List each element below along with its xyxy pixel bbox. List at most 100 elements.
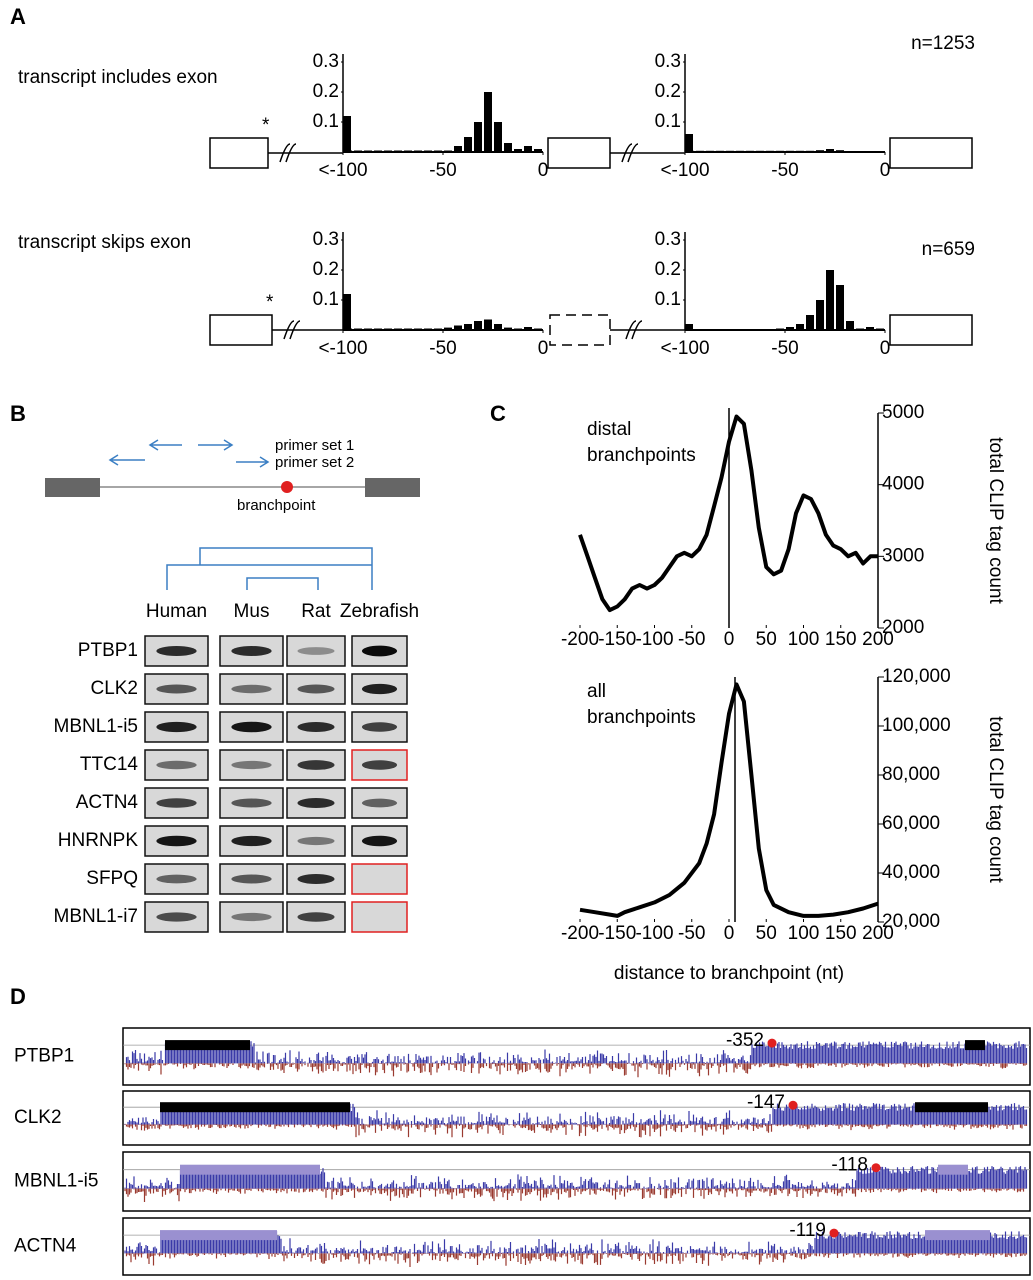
gel-lane [144,711,209,743]
gel-band [297,760,335,770]
gel-lane [219,901,284,933]
track-name: MBNL1-i5 [14,1171,98,1192]
panel-label: D [10,984,26,1009]
asterisk: * [262,115,270,136]
bar [354,150,362,152]
x-tick-label: -50 [429,338,456,359]
y-axis-label: total CLIP tag count [985,716,1006,883]
y-tick-label: 5000 [882,402,924,423]
distance-label: -119 [789,1220,826,1241]
signal-positive [124,1102,1028,1125]
bar [685,134,693,152]
x-tick-label: -200 [561,629,599,650]
bar [846,321,854,330]
gel-band [231,646,272,656]
exon-block [938,1164,968,1175]
bar [846,151,854,152]
x-tick-label: <-100 [318,160,367,181]
distance-label: -147 [747,1092,785,1113]
gel-band [361,798,398,808]
bar [786,150,794,152]
bar [414,150,422,152]
species-label: Zebrafish [340,601,419,622]
annotation: branchpoints [587,445,696,466]
bar [786,327,794,330]
n-label: n=659 [922,239,975,260]
gene-label: SFPQ [86,868,138,889]
bar [716,150,724,152]
bar [364,150,372,152]
panel-label: C [490,401,506,426]
x-tick-label: 0 [880,160,891,181]
y-tick-label: 80,000 [882,764,940,785]
x-tick-label: 150 [825,923,857,944]
signal-positive [124,1231,1028,1254]
gel-band [156,874,197,884]
gel-band [361,722,398,732]
primer-label: primer set 2 [275,454,354,471]
gel-band [231,798,272,808]
gel-band [156,684,197,694]
bar [826,270,834,330]
bar [706,150,714,152]
bar [343,294,351,330]
bar [404,328,412,330]
y-tick-label: 0.2 [313,259,339,280]
exon-block [915,1102,988,1113]
bar [444,150,452,152]
bar [434,150,442,152]
branchpoint-dot [871,1163,881,1173]
bar [434,328,442,330]
exon-block [965,1040,985,1051]
gel-band [361,645,398,657]
exon-block [160,1102,350,1113]
gel-band [231,684,272,694]
track-frame [122,1090,1031,1146]
signal-positive [125,1041,1028,1064]
bar [394,328,402,330]
x-tick-label: -150 [598,629,636,650]
gel-band [297,647,335,655]
bar [504,143,512,152]
species-label: Mus [234,601,270,622]
bar [394,150,402,152]
bar [424,328,432,330]
y-tick-label: 120,000 [882,666,951,687]
track-frame [122,1217,1031,1276]
primer-label: primer set 1 [275,437,354,454]
gel-band [297,798,335,808]
x-tick-label: 0 [724,923,735,944]
y-tick-label: 0.3 [655,51,681,72]
gel-band [156,835,197,847]
y-tick-label: 40,000 [882,862,940,883]
x-tick-label: -50 [771,160,798,181]
signal-positive [124,1165,1028,1189]
bar [736,329,744,330]
bar [816,300,824,330]
y-tick-label: 0.1 [313,111,339,132]
y-tick-label: 0.3 [655,229,681,250]
bar [866,151,874,152]
x-tick-label: -50 [678,629,705,650]
bar [836,150,844,152]
x-tick-label: 50 [756,629,777,650]
bar [686,329,694,330]
gel-lane [286,635,346,667]
annotation: distal [587,419,631,440]
bar [534,149,542,152]
track-name: ACTN4 [14,1236,77,1257]
x-tick-label: 50 [756,923,777,944]
line [579,682,879,918]
gene-diagram [45,439,420,590]
bar [343,116,351,152]
n-label: n=1253 [911,33,975,54]
bar [484,319,492,330]
y-tick-label: 0.3 [313,229,339,250]
exon-block [925,1230,990,1241]
signal-negative [124,1063,1028,1078]
bar [514,149,522,152]
x-tick-label: 0 [538,160,549,181]
annotation: branchpoints [587,707,696,728]
signal-negative [124,1124,1028,1138]
